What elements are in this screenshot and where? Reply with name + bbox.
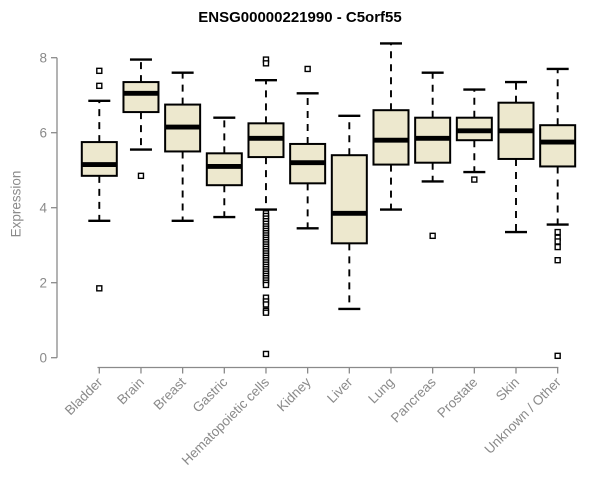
outlier-point	[554, 228, 561, 236]
chart-title: ENSG00000221990 - C5orf55	[198, 9, 402, 26]
outlier-point	[554, 257, 561, 264]
y-tick-label: 8	[39, 50, 47, 65]
x-tick-label: Kidney	[274, 374, 314, 414]
y-axis-title: Expression	[8, 170, 24, 238]
box-prostate	[455, 88, 493, 183]
box-bladder	[80, 67, 118, 292]
y-tick-label: 6	[39, 125, 47, 140]
outlier-point	[262, 281, 270, 289]
outlier-point	[471, 176, 478, 183]
box-kidney	[289, 65, 327, 230]
outlier-point	[262, 301, 270, 308]
y-tick-label: 2	[39, 275, 47, 290]
outlier-point	[304, 65, 311, 73]
x-tick-label: Bladder	[62, 374, 106, 418]
outlier-point	[96, 285, 103, 292]
box-hematopoietic-cells	[247, 56, 285, 358]
y-tick-label: 4	[39, 200, 47, 215]
box-pancreas	[414, 71, 452, 240]
y-axis: 0 2 4 6 8	[39, 50, 58, 365]
outlier-point	[429, 232, 436, 240]
x-tick-label: Gastric	[190, 374, 231, 415]
outlier-point	[262, 350, 270, 358]
outlier-point	[137, 172, 145, 180]
outlier-point	[554, 352, 561, 360]
box-gastric	[205, 116, 243, 219]
outlier-point	[96, 67, 103, 75]
box-lung	[372, 42, 410, 211]
box-breast	[164, 71, 202, 223]
x-tick-label: Unknown / Other	[482, 374, 565, 457]
y-tick-label: 0	[39, 350, 47, 365]
outlier-point	[262, 309, 270, 316]
outlier-point	[554, 243, 561, 251]
box-unknown-other	[539, 67, 577, 360]
box-skin	[497, 80, 535, 234]
x-tick-label: Lung	[365, 375, 397, 407]
x-tick-label: Skin	[493, 375, 522, 404]
outlier-point	[262, 60, 270, 67]
outlier-point	[96, 82, 103, 90]
x-tick-label: Liver	[324, 374, 356, 406]
x-tick-label: Pancreas	[388, 374, 439, 425]
x-tick-label: Prostate	[434, 375, 480, 421]
x-tick-label: Breast	[151, 374, 189, 412]
box-brain	[122, 58, 160, 180]
box-liver	[330, 114, 368, 311]
x-tick-label: Brain	[114, 375, 147, 408]
outlier-point	[554, 238, 561, 245]
